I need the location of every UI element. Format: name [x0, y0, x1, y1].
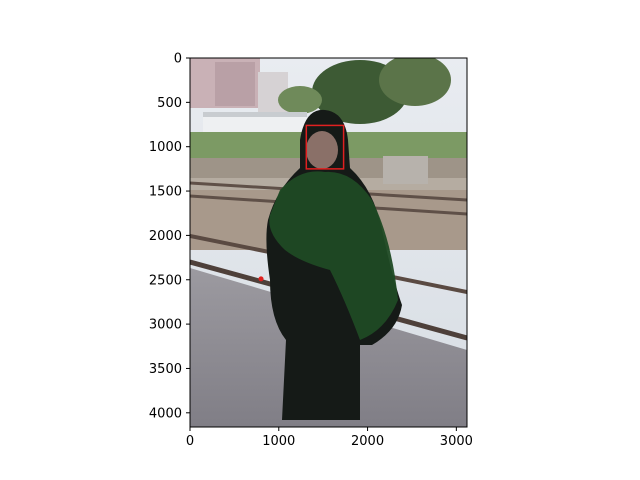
face-bounding-box: [305, 124, 345, 170]
y-tick-label: 0: [174, 52, 182, 67]
y-tick-label: 2000: [149, 229, 182, 244]
keypoint-marker: [258, 276, 264, 282]
y-axis: 0 500 1000 1500 2000 2500 3000 3500 4000: [149, 52, 190, 421]
x-axis: 0 1000 2000 3000: [186, 427, 473, 449]
photo: [190, 58, 467, 427]
y-tick-label: 1000: [149, 140, 182, 155]
y-tick-label: 1500: [149, 185, 182, 200]
y-tick-label: 2500: [149, 273, 182, 288]
x-tick-label: 3000: [440, 434, 473, 449]
y-tick-label: 4000: [149, 406, 182, 421]
person-figure: [266, 109, 402, 420]
x-tick-label: 2000: [351, 434, 384, 449]
axes-frame: [189, 57, 468, 428]
y-tick-label: 500: [157, 96, 182, 111]
y-tick-label: 3000: [149, 318, 182, 333]
x-tick-label: 1000: [262, 434, 295, 449]
y-tick-label: 3500: [149, 362, 182, 377]
x-tick-label: 0: [186, 434, 194, 449]
